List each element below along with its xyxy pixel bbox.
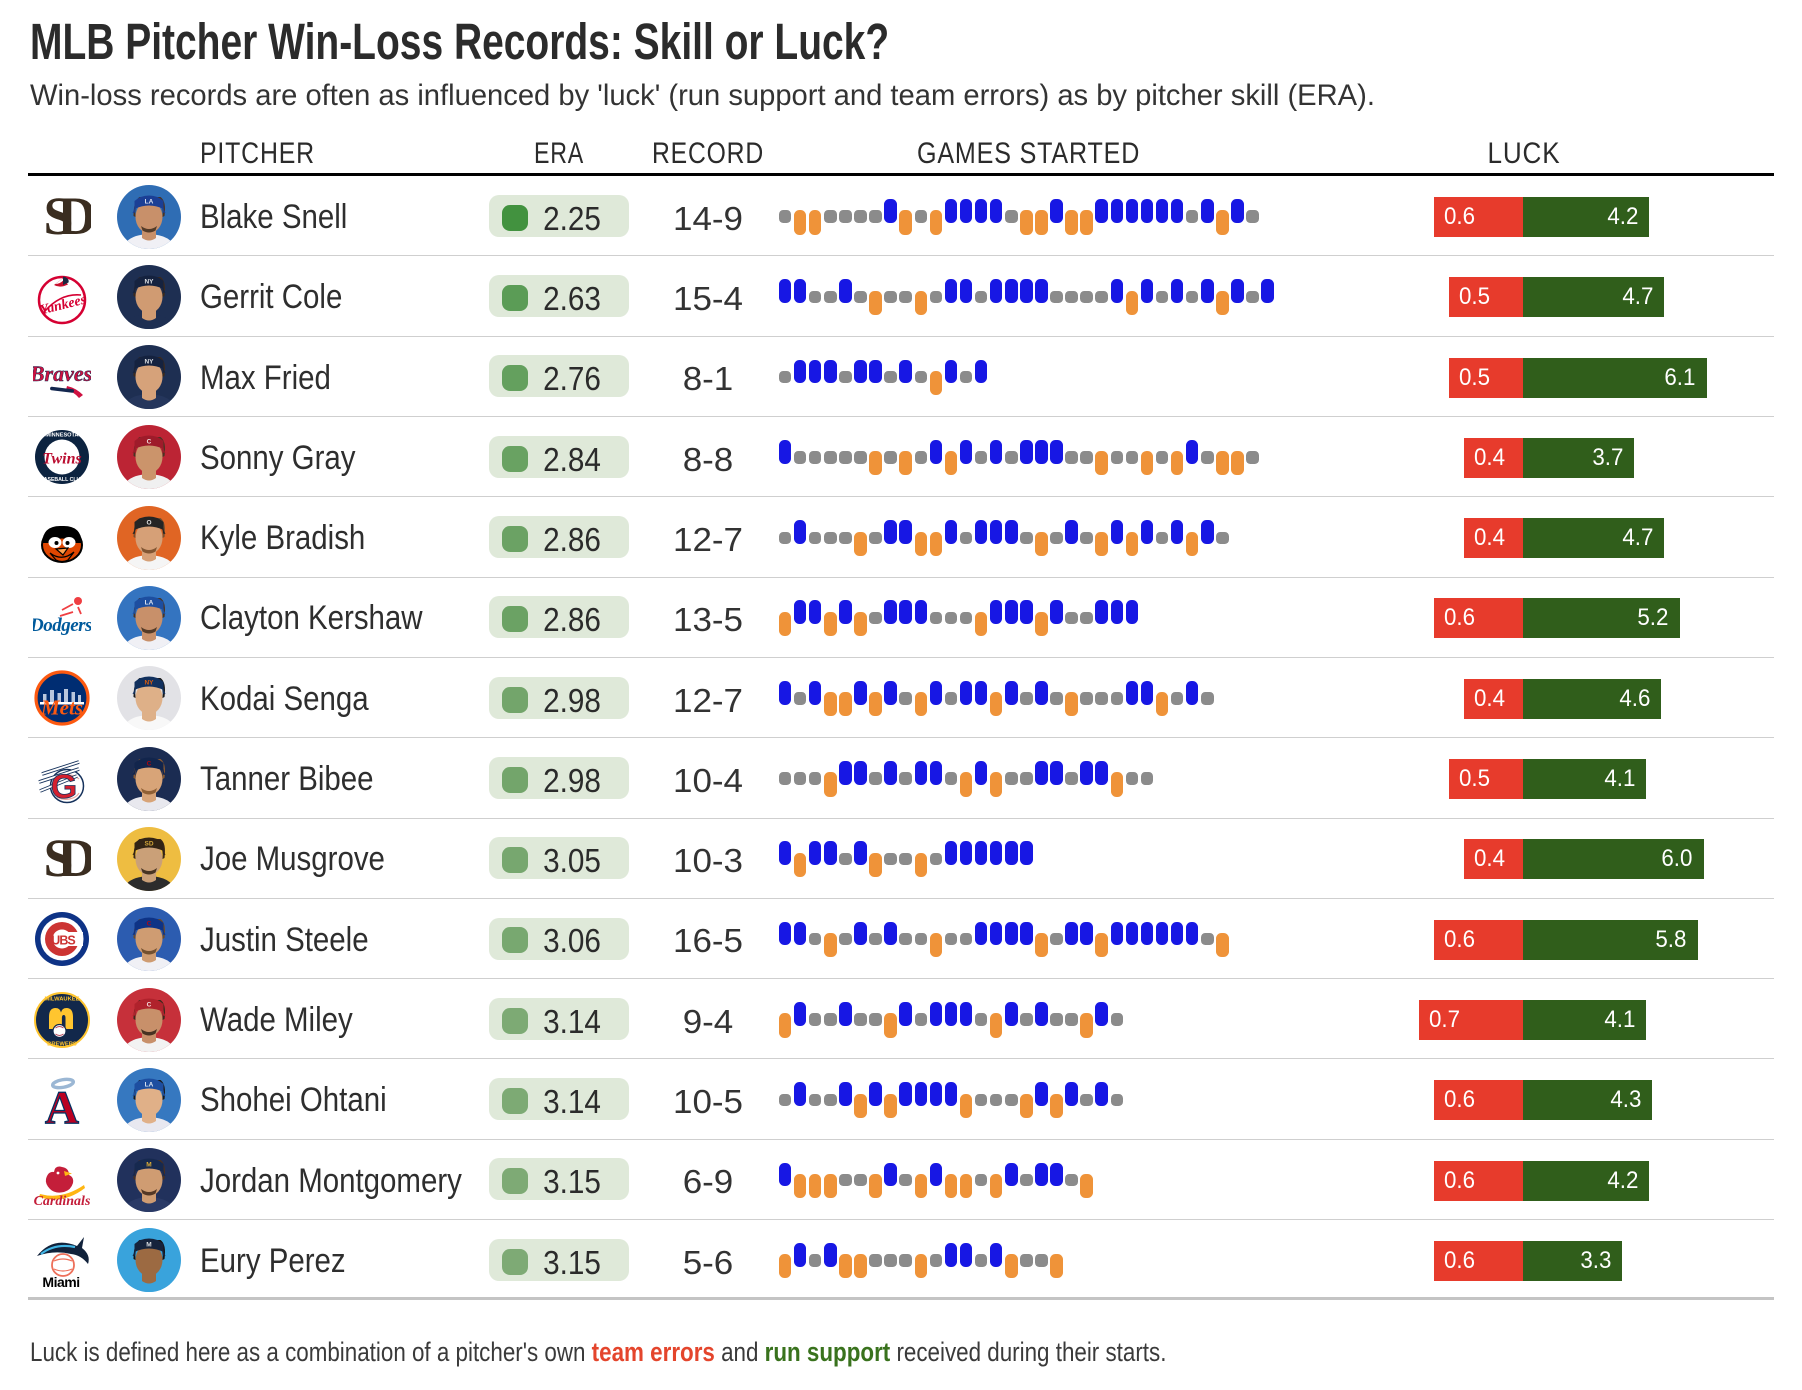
svg-text:NY: NY (144, 278, 154, 285)
svg-text:G: G (50, 768, 76, 806)
svg-text:Twins: Twins (42, 451, 81, 468)
svg-text:LA: LA (145, 1081, 154, 1088)
svg-text:MINNESOTA: MINNESOTA (45, 433, 78, 439)
svg-text:C: C (147, 921, 152, 928)
svg-text:NY: NY (144, 359, 154, 366)
svg-text:C: C (147, 1001, 152, 1008)
svg-text:UBS: UBS (51, 934, 75, 948)
svg-text:C: C (147, 439, 152, 446)
svg-text:NY: NY (144, 680, 154, 687)
svg-text:BASEBALL CLUB: BASEBALL CLUB (40, 477, 84, 483)
svg-text:SD: SD (43, 187, 91, 246)
svg-text:Braves: Braves (33, 361, 91, 386)
svg-text:BREWERS: BREWERS (47, 1041, 77, 1047)
svg-text:Cardinals: Cardinals (33, 1194, 90, 1209)
svg-text:M: M (146, 1242, 151, 1249)
svg-text:Dodgers: Dodgers (33, 615, 91, 636)
svg-text:SD: SD (43, 829, 91, 888)
svg-text:A: A (45, 1082, 79, 1130)
svg-text:O: O (146, 519, 151, 526)
svg-text:LA: LA (145, 198, 154, 205)
svg-text:SD: SD (144, 840, 153, 847)
svg-text:C: C (147, 760, 152, 767)
svg-text:Miami: Miami (42, 1274, 79, 1290)
svg-text:LA: LA (145, 600, 154, 607)
svg-text:MILWAUKEE: MILWAUKEE (44, 996, 79, 1002)
svg-text:M: M (146, 1162, 151, 1169)
svg-text:Mets: Mets (40, 696, 83, 720)
